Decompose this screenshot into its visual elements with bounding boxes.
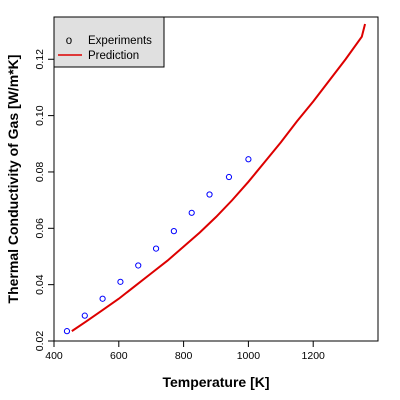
experiment-point [117, 278, 124, 285]
x-tick-label: 1200 [302, 350, 326, 362]
legend-marker-experiments: o [66, 35, 72, 47]
x-tick-label: 400 [45, 350, 63, 362]
y-tick-label: 0.02 [34, 331, 46, 352]
legend-label-experiments: Experiments [88, 35, 152, 47]
experiment-points [63, 156, 252, 335]
experiment-point [245, 156, 252, 163]
x-axis: 400 600 800 1000 1200 [45, 341, 325, 362]
y-tick-label: 0.10 [34, 105, 46, 126]
legend-label-prediction: Prediction [88, 50, 139, 62]
x-tick-label: 800 [175, 350, 193, 362]
experiment-point [63, 328, 71, 335]
experiment-point [206, 191, 213, 198]
y-tick-label: 0.04 [34, 274, 46, 295]
experiment-point [81, 312, 88, 319]
experiment-point [152, 245, 160, 252]
plot-frame [53, 16, 379, 342]
y-tick-label: 0.06 [34, 218, 46, 239]
experiment-point [188, 209, 195, 216]
legend-box [53, 16, 165, 68]
prediction-line [71, 23, 367, 332]
experiment-point [170, 228, 177, 235]
y-axis-title: Thermal Conductivity of Gas [W/m*K] [5, 55, 21, 304]
experiment-point [135, 262, 142, 269]
x-tick-label: 1000 [237, 350, 261, 362]
x-tick-label: 600 [110, 350, 128, 362]
experiment-point [225, 173, 233, 181]
y-axis: 0.02 0.04 0.06 0.08 0.10 0.12 [34, 49, 54, 351]
y-tick-label: 0.08 [34, 162, 46, 183]
x-axis-title: Temperature [K] [162, 374, 269, 390]
legend: o Experiments Prediction [53, 16, 165, 68]
y-tick-label: 0.12 [34, 49, 46, 70]
experiment-point [99, 295, 106, 302]
